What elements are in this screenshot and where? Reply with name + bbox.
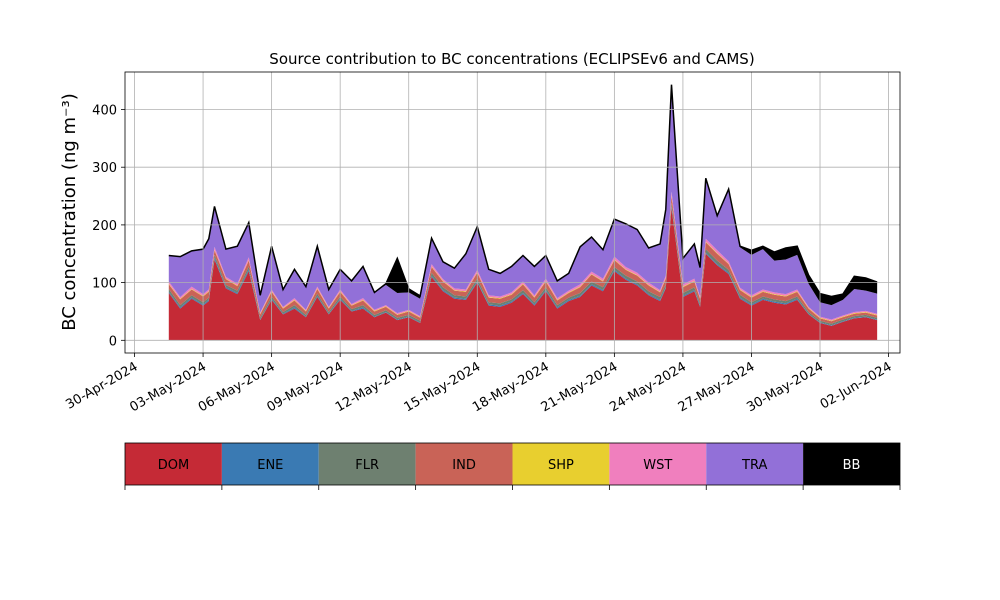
y-tick-label: 0 xyxy=(109,334,117,349)
x-tick-label: 21-May-2024 xyxy=(539,359,621,415)
legend-swatch-bb xyxy=(803,443,900,485)
legend-label-ene: ENE xyxy=(257,458,283,473)
x-tick-label: 15-May-2024 xyxy=(402,359,484,415)
area-dom xyxy=(168,207,878,341)
legend-swatch-dom xyxy=(125,443,222,485)
legend-swatch-wst xyxy=(609,443,707,485)
legend-swatch-flr xyxy=(318,443,416,485)
area-tra xyxy=(168,84,878,320)
x-tick-label: 03-May-2024 xyxy=(127,359,209,415)
x-tick-label: 24-May-2024 xyxy=(607,359,689,415)
legend-swatch-ind xyxy=(415,443,513,485)
y-tick-label: 400 xyxy=(92,104,117,119)
y-tick-label: 100 xyxy=(92,277,117,292)
plot-frame xyxy=(124,71,901,354)
legend-label-bb: BB xyxy=(843,458,861,473)
legend-swatch-ene xyxy=(221,443,319,485)
legend-label-wst: WST xyxy=(643,458,672,473)
x-tick-label: 09-May-2024 xyxy=(264,359,346,415)
y-tick-label: 300 xyxy=(92,161,117,176)
legend-label-tra: TRA xyxy=(741,458,767,473)
legend-frame xyxy=(124,442,901,486)
legend-label-ind: IND xyxy=(452,458,476,473)
x-tick-label: 18-May-2024 xyxy=(470,359,552,415)
legend-label-flr: FLR xyxy=(355,458,379,473)
x-tick-label: 12-May-2024 xyxy=(333,359,415,415)
legend-label-dom: DOM xyxy=(158,458,189,473)
chart-title: Source contribution to BC concentrations… xyxy=(269,50,754,68)
legend-label-shp: SHP xyxy=(548,458,574,473)
x-tick-label: 02-Jun-2024 xyxy=(818,359,895,412)
plot-area: 010020030040030-Apr-202403-May-202406-Ma… xyxy=(63,71,901,415)
x-tick-label: 30-May-2024 xyxy=(744,359,826,415)
y-tick-label: 200 xyxy=(92,219,117,234)
legend-swatch-shp xyxy=(512,443,610,485)
legend: DOM ENE FLR IND SHP WST TRA BB xyxy=(124,442,901,490)
y-axis-label: BC concentration (ng m⁻³) xyxy=(59,93,80,331)
x-tick-label: 27-May-2024 xyxy=(676,359,758,415)
legend-swatch-tra xyxy=(706,443,804,485)
x-tick-label: 06-May-2024 xyxy=(196,359,278,415)
